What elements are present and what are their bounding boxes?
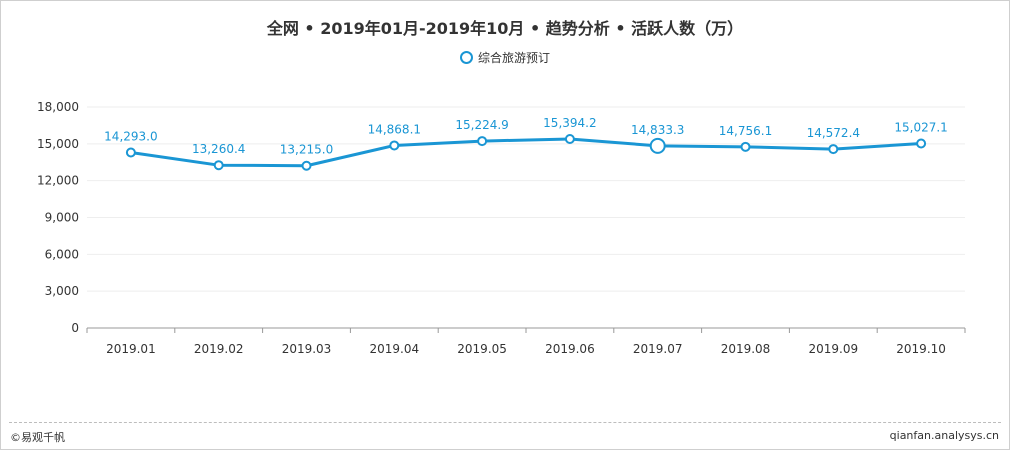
footer-divider [9,422,1001,423]
x-tick-label: 2019.09 [808,342,858,356]
data-label: 13,260.4 [192,142,245,156]
data-point [828,144,839,155]
data-point [477,136,488,147]
data-label: 15,224.9 [455,118,508,132]
x-tick-label: 2019.04 [369,342,419,356]
circle-icon [459,51,473,64]
series-line [130,137,922,168]
data-label: 15,027.1 [894,121,947,135]
x-tick-label: 2019.05 [457,342,507,356]
data-label: 14,833.3 [631,123,684,137]
y-tick-label: 18,000 [37,100,79,114]
legend-label: 综合旅游预订 [477,51,550,65]
x-tick-label: 2019.10 [896,342,946,356]
footer-brand: ©易观千帆 [10,431,65,444]
data-point [301,160,312,171]
y-tick-label: 12,000 [37,174,79,188]
data-label: 14,293.0 [104,130,157,144]
chart-legend[interactable]: 综合旅游预订 [1,49,1009,66]
x-tick-label: 2019.02 [194,342,244,356]
data-label: 14,756.1 [719,124,772,138]
x-tick-label: 2019.06 [545,342,595,356]
x-tick-label: 2019.07 [633,342,683,356]
data-point [740,141,751,152]
data-point [564,133,575,144]
line-chart: 0 3,000 6,000 9,000 12,000 15,000 18,000 2019.0… [37,100,966,356]
data-label: 15,394.2 [543,116,596,130]
y-tick-label: 15,000 [37,137,79,151]
x-tick-label: 2019.01 [106,342,156,356]
data-point [389,140,400,151]
data-point [125,147,136,158]
data-point [213,160,224,171]
y-tick-label: 0 [71,321,79,335]
data-label: 14,868.1 [368,122,421,136]
y-tick-label: 6,000 [45,247,79,261]
data-point [649,137,666,154]
footer-site[interactable]: qianfan.analysys.cn [889,429,999,442]
y-tick-label: 3,000 [45,284,79,298]
data-label: 13,215.0 [280,143,333,157]
data-point [916,138,927,149]
y-tick-label: 9,000 [45,211,79,225]
x-tick-label: 2019.08 [721,342,771,356]
chart-title: 全网 • 2019年01月-2019年10月 • 趋势分析 • 活跃人数（万） [266,19,744,38]
x-tick-label: 2019.03 [282,342,332,356]
data-label: 14,572.4 [807,126,860,140]
